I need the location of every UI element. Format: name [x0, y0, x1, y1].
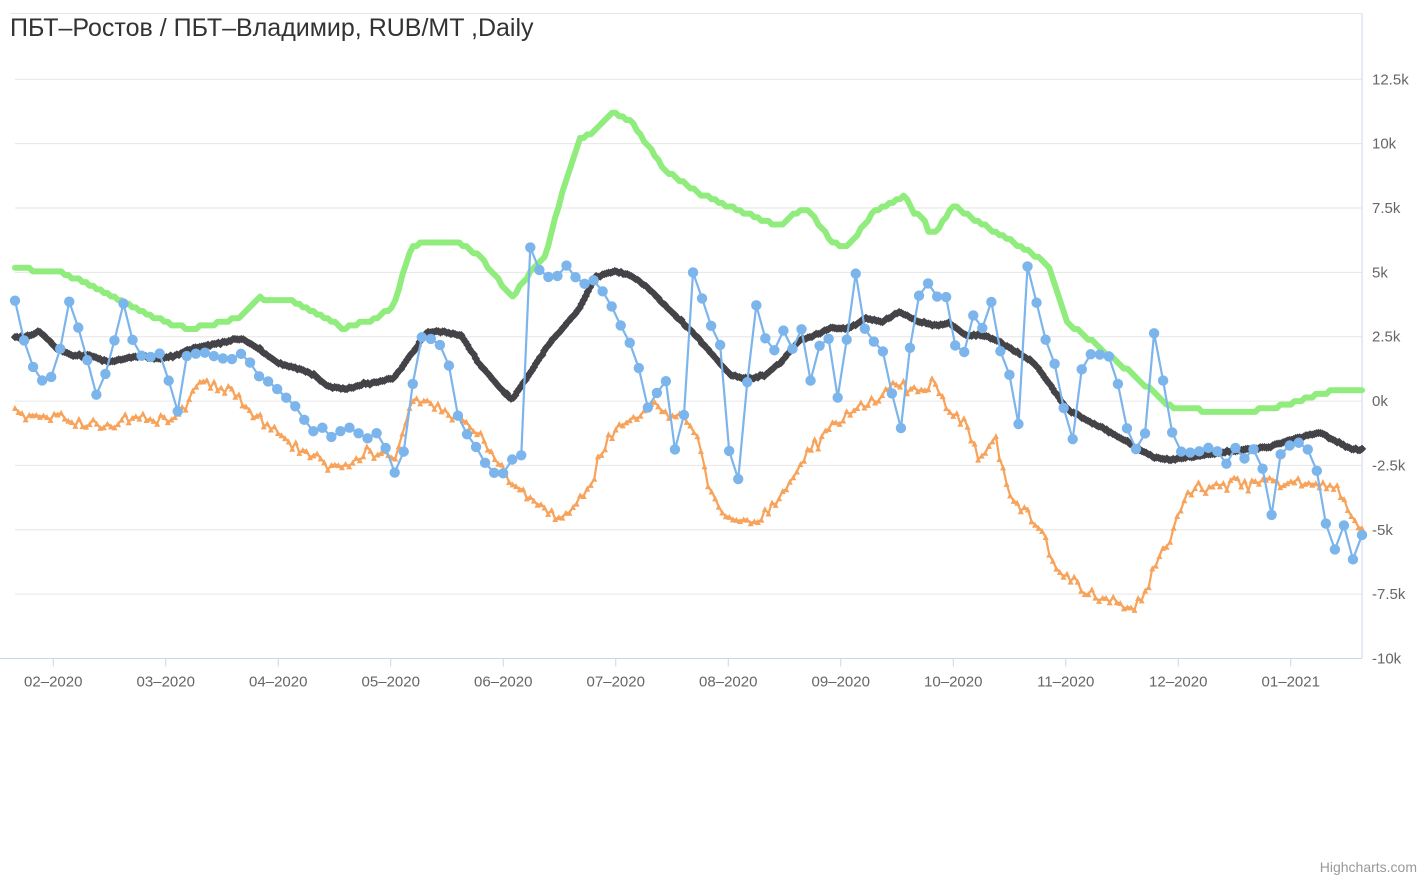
svg-text:-2.5k: -2.5k: [1372, 457, 1406, 474]
svg-text:02–2020: 02–2020: [24, 674, 82, 691]
svg-text:-10k: -10k: [1372, 651, 1402, 668]
svg-text:12–2020: 12–2020: [1149, 674, 1207, 691]
svg-text:10–2020: 10–2020: [924, 674, 982, 691]
svg-text:01–2021: 01–2021: [1262, 674, 1320, 691]
svg-text:10k: 10k: [1372, 136, 1397, 153]
svg-text:12.5k: 12.5k: [1372, 71, 1409, 88]
svg-text:2.5k: 2.5k: [1372, 329, 1401, 346]
svg-text:05–2020: 05–2020: [362, 674, 420, 691]
svg-text:08–2020: 08–2020: [699, 674, 757, 691]
svg-text:03–2020: 03–2020: [137, 674, 195, 691]
svg-text:5k: 5k: [1372, 264, 1388, 281]
svg-text:-7.5k: -7.5k: [1372, 586, 1406, 603]
svg-text:11–2020: 11–2020: [1037, 674, 1094, 691]
svg-text:06–2020: 06–2020: [474, 674, 532, 691]
svg-text:7.5k: 7.5k: [1372, 200, 1401, 217]
svg-text:09–2020: 09–2020: [812, 674, 870, 691]
svg-text:07–2020: 07–2020: [587, 674, 645, 691]
svg-text:-5k: -5k: [1372, 522, 1393, 539]
svg-text:04–2020: 04–2020: [249, 674, 307, 691]
svg-text:0k: 0k: [1372, 393, 1388, 410]
